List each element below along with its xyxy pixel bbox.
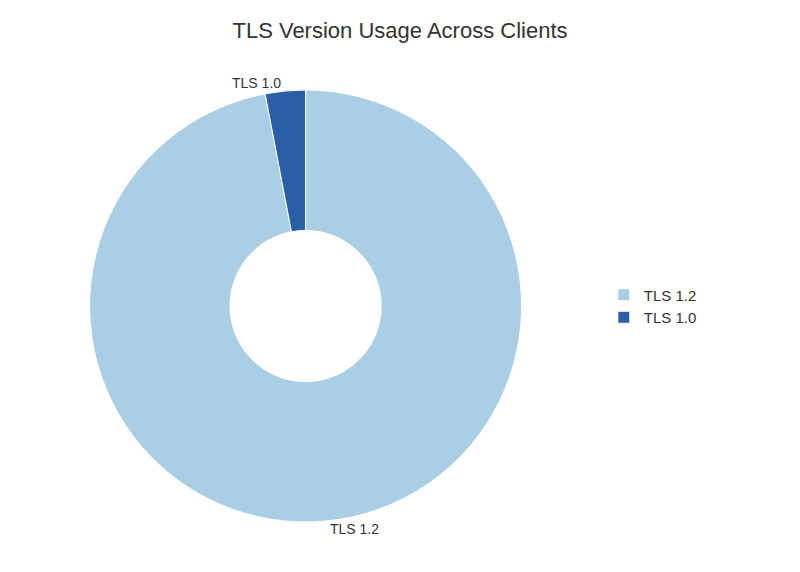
svg-text:TLS Version Usage Across Clien: TLS Version Usage Across Clients	[232, 18, 567, 43]
svg-text:TLS 1.2: TLS 1.2	[644, 287, 697, 304]
svg-text:TLS 1.0: TLS 1.0	[644, 309, 697, 326]
svg-text:TLS 1.2: TLS 1.2	[330, 521, 379, 537]
svg-text:TLS 1.0: TLS 1.0	[232, 75, 281, 91]
